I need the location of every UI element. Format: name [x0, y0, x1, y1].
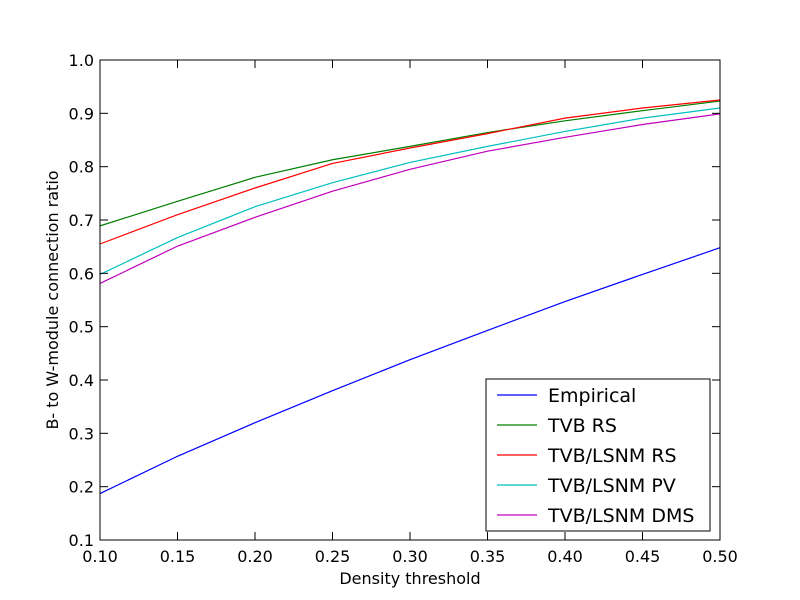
- y-tick-label: 0.9: [69, 104, 94, 123]
- y-tick-label: 0.1: [69, 531, 94, 550]
- legend: Empirical TVB RS TVB/LSNM RS TVB/LSNM PV TVB…: [485, 378, 711, 532]
- x-tick-label: 0.50: [702, 547, 738, 566]
- x-tick-label: 0.35: [470, 547, 506, 566]
- x-tick-label: 0.20: [237, 547, 273, 566]
- legend-label: TVB RS: [547, 415, 617, 437]
- y-tick-label: 0.4: [69, 371, 94, 390]
- series-line-tvb-lsnm-pv: [99, 107, 721, 275]
- legend-label: TVB/LSNM PV: [547, 475, 676, 497]
- legend-label: TVB/LSNM DMS: [547, 505, 694, 527]
- legend-label: TVB/LSNM RS: [547, 445, 677, 467]
- y-tick-label: 0.6: [69, 264, 94, 283]
- y-tick-label: 0.7: [69, 211, 94, 230]
- y-tick-label: 1.0: [69, 51, 94, 70]
- x-tick-label: 0.25: [315, 547, 351, 566]
- y-tick-label: 0.5: [69, 318, 94, 337]
- x-tick-label: 0.45: [625, 547, 661, 566]
- series-line-empirical: [99, 247, 721, 495]
- x-axis-label: Density threshold: [339, 569, 480, 588]
- y-tick-label: 0.2: [69, 478, 94, 497]
- plot-frame: [99, 59, 721, 541]
- x-tick-label: 0.30: [392, 547, 428, 566]
- x-tick-label: 0.10: [82, 547, 118, 566]
- y-tick-label: 0.8: [69, 158, 94, 177]
- series-line-tvb-lsnm-dms: [99, 113, 721, 285]
- series-layer: [99, 99, 721, 495]
- x-tick-label: 0.15: [160, 547, 196, 566]
- series-line-tvb-rs: [99, 100, 721, 227]
- ticks-layer: 0.10 0.15 0.20 0.25 0.30 0.35 0.40 0.45 0.50 0.1 0…: [69, 51, 738, 566]
- x-tick-label: 0.40: [547, 547, 583, 566]
- y-axis-label: B- to W-module connection ratio: [43, 170, 62, 429]
- legend-label: Empirical: [548, 385, 636, 407]
- y-tick-label: 0.3: [69, 424, 94, 443]
- series-line-tvb-lsnm-rs: [99, 99, 721, 245]
